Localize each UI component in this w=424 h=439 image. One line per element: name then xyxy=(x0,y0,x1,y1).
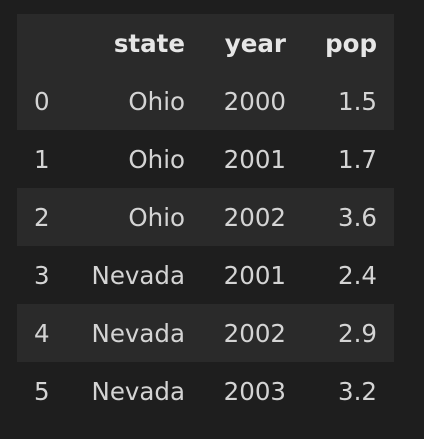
index-header xyxy=(17,14,69,72)
cell-year: 2003 xyxy=(186,362,287,420)
cell-year: 2001 xyxy=(186,246,287,304)
cell-pop: 1.5 xyxy=(287,72,394,130)
cell-state: Nevada xyxy=(69,362,186,420)
cell-year: 2001 xyxy=(186,130,287,188)
table-row: 2 Ohio 2002 3.6 xyxy=(17,188,394,246)
row-index: 1 xyxy=(17,130,69,188)
cell-pop: 1.7 xyxy=(287,130,394,188)
table-row: 0 Ohio 2000 1.5 xyxy=(17,72,394,130)
table-row: 5 Nevada 2003 3.2 xyxy=(17,362,394,420)
column-header-state: state xyxy=(69,14,186,72)
cell-state: Ohio xyxy=(69,188,186,246)
cell-state: Nevada xyxy=(69,304,186,362)
row-index: 2 xyxy=(17,188,69,246)
cell-pop: 3.2 xyxy=(287,362,394,420)
table-row: 4 Nevada 2002 2.9 xyxy=(17,304,394,362)
row-index: 3 xyxy=(17,246,69,304)
cell-pop: 2.4 xyxy=(287,246,394,304)
table-body: 0 Ohio 2000 1.5 1 Ohio 2001 1.7 2 Ohio 2… xyxy=(17,72,394,420)
table-row: 3 Nevada 2001 2.4 xyxy=(17,246,394,304)
row-index: 5 xyxy=(17,362,69,420)
table-row: 1 Ohio 2001 1.7 xyxy=(17,130,394,188)
header-row: state year pop xyxy=(17,14,394,72)
cell-year: 2002 xyxy=(186,304,287,362)
dataframe-table: state year pop 0 Ohio 2000 1.5 1 Ohio 20… xyxy=(17,14,394,420)
cell-year: 2002 xyxy=(186,188,287,246)
row-index: 4 xyxy=(17,304,69,362)
row-index: 0 xyxy=(17,72,69,130)
column-header-year: year xyxy=(186,14,287,72)
cell-state: Ohio xyxy=(69,72,186,130)
column-header-pop: pop xyxy=(287,14,394,72)
cell-pop: 2.9 xyxy=(287,304,394,362)
cell-state: Nevada xyxy=(69,246,186,304)
cell-pop: 3.6 xyxy=(287,188,394,246)
cell-year: 2000 xyxy=(186,72,287,130)
cell-state: Ohio xyxy=(69,130,186,188)
table-header: state year pop xyxy=(17,14,394,72)
